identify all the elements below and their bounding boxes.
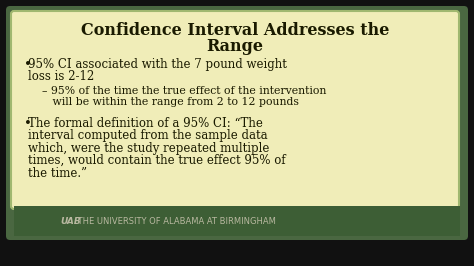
Text: Confidence Interval Addresses the: Confidence Interval Addresses the (81, 22, 389, 39)
Text: •: • (24, 117, 32, 130)
Bar (14, 206, 460, 236)
Text: The formal definition of a 95% CI: “The: The formal definition of a 95% CI: “The (28, 117, 263, 130)
Text: •: • (24, 58, 32, 71)
Text: times, would contain the true effect 95% of: times, would contain the true effect 95%… (28, 154, 286, 167)
Text: Range: Range (207, 38, 264, 55)
Text: THE UNIVERSITY OF ALABAMA AT BIRMINGHAM: THE UNIVERSITY OF ALABAMA AT BIRMINGHAM (75, 217, 276, 226)
Text: 95% CI associated with the 7 pound weight: 95% CI associated with the 7 pound weigh… (28, 58, 287, 71)
Text: interval computed from the sample data: interval computed from the sample data (28, 129, 268, 142)
Text: – 95% of the time the true effect of the intervention: – 95% of the time the true effect of the… (42, 85, 327, 95)
Text: UAB: UAB (60, 217, 81, 226)
Text: which, were the study repeated multiple: which, were the study repeated multiple (28, 142, 269, 155)
Text: will be within the range from 2 to 12 pounds: will be within the range from 2 to 12 po… (42, 97, 299, 107)
Text: the time.”: the time.” (28, 167, 87, 180)
FancyBboxPatch shape (11, 11, 459, 209)
Text: loss is 2-12: loss is 2-12 (28, 70, 94, 84)
FancyBboxPatch shape (6, 6, 468, 240)
